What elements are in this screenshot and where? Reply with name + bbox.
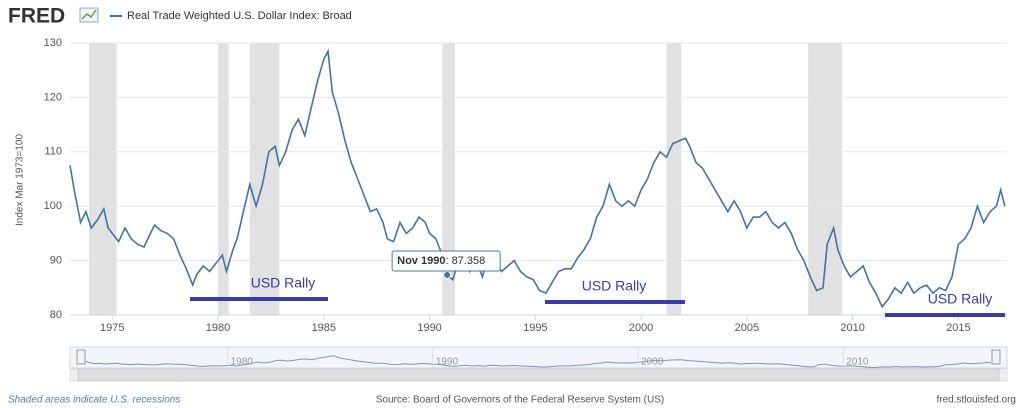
logo-icon (81, 9, 97, 20)
navigator-tick-label: 2010 (846, 357, 869, 368)
scrollbar-thumb[interactable] (77, 368, 1000, 382)
x-tick-label: 1985 (312, 322, 336, 334)
recession-note: Shaded areas indicate U.S. recessions (8, 395, 180, 406)
tooltip-sep: : (445, 255, 451, 267)
y-tick-label: 90 (50, 255, 62, 267)
annotation: USD Rally (251, 275, 316, 291)
recession-band (249, 43, 280, 315)
navigator-handle[interactable] (991, 349, 1001, 365)
y-tick-label: 100 (44, 200, 62, 212)
x-tick-label: 1975 (100, 322, 124, 334)
x-tick-label: 2015 (946, 322, 970, 334)
data-line (69, 48, 1006, 309)
navigator-tick-label: 1990 (436, 357, 459, 368)
navigator-tick-label: 1980 (231, 357, 254, 368)
y-tick-label: 130 (44, 37, 62, 49)
tooltip-box (391, 250, 501, 272)
tooltip-text: Nov 1990: 87.358 (397, 255, 485, 267)
legend-label[interactable]: Real Trade Weighted U.S. Dollar Index: B… (127, 10, 352, 22)
tooltip-value: 87.358 (452, 255, 486, 267)
recession-band (218, 43, 229, 315)
x-tick-label: 1980 (206, 322, 230, 334)
x-tick-label: 1990 (417, 322, 441, 334)
y-tick-label: 110 (44, 146, 62, 158)
recession-band (89, 43, 117, 315)
x-tick-label: 2000 (629, 322, 653, 334)
site[interactable]: fred.stlouisfed.org (937, 395, 1017, 406)
source: Source: Board of Governors of the Federa… (376, 395, 664, 406)
y-axis-title: Index Mar 1973=100 (15, 134, 26, 226)
annotation: USD Rally (928, 291, 993, 307)
navigator-tick-label: 2000 (641, 357, 664, 368)
recession-band (666, 43, 682, 315)
tooltip-point (443, 270, 452, 279)
navigator-handle[interactable] (76, 349, 86, 365)
tooltip-label: Nov 1990 (397, 255, 445, 267)
logo: FRED (8, 5, 65, 28)
navigator-bg (69, 346, 1008, 369)
x-tick-label: 2010 (840, 322, 864, 334)
annotation: USD Rally (582, 278, 647, 294)
navigator-line (83, 355, 991, 369)
y-tick-label: 80 (50, 309, 62, 321)
x-tick-label: 2005 (735, 322, 759, 334)
recession-band (442, 43, 455, 315)
y-tick-label: 120 (44, 91, 62, 103)
x-tick-label: 1995 (523, 322, 547, 334)
